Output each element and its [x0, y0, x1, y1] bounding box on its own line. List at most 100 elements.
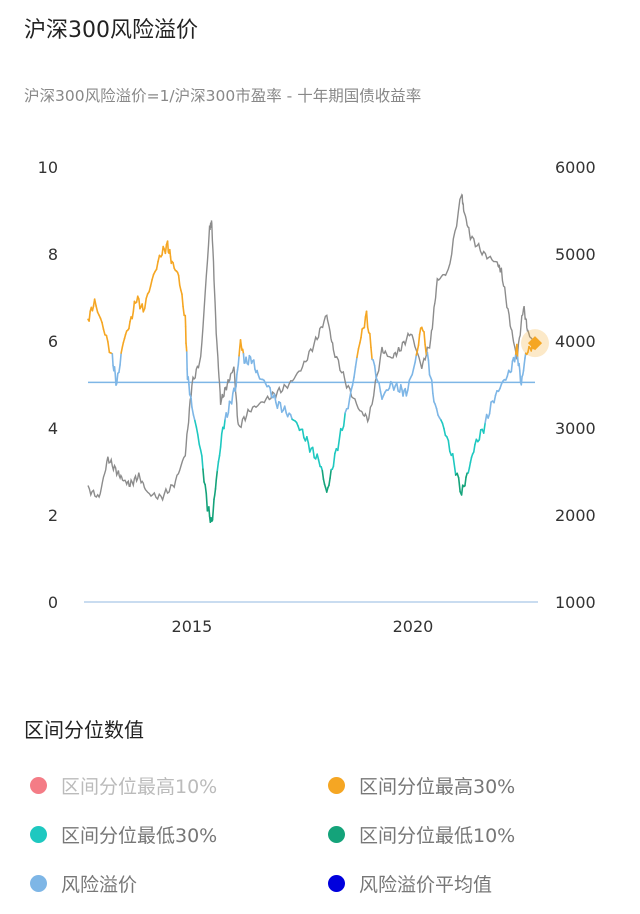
- high30-segment: [107, 341, 111, 354]
- low30-segment: [338, 427, 342, 441]
- low10-segment: [457, 477, 461, 493]
- risk-premium-segment: [247, 354, 251, 366]
- left-tick-label: 8: [48, 245, 58, 264]
- risk-premium-segment: [402, 389, 405, 397]
- left-tick-label: 10: [38, 158, 58, 177]
- low30-segment: [306, 435, 310, 444]
- high30-segment: [370, 346, 373, 361]
- high30-segment: [172, 262, 176, 270]
- risk-premium-segment: [113, 366, 117, 376]
- risk-premium-segment: [523, 357, 526, 365]
- low10-segment: [202, 468, 205, 483]
- high30-segment: [131, 310, 135, 320]
- high30-segment: [95, 305, 99, 313]
- high30-segment: [365, 310, 369, 328]
- legend-item[interactable]: 区间分位最低30%: [30, 821, 217, 848]
- risk-premium-segment: [190, 397, 193, 408]
- low30-segment: [220, 426, 224, 435]
- legend-dot-icon: [328, 875, 345, 892]
- low30-segment: [218, 445, 222, 457]
- low10-segment: [214, 479, 218, 490]
- high30-segment: [138, 298, 141, 310]
- low10-segment: [205, 492, 209, 512]
- high30-segment: [164, 243, 168, 255]
- low30-segment: [201, 455, 204, 470]
- last-point-marker[interactable]: [527, 336, 543, 351]
- right-tick-label: 4000: [555, 332, 596, 351]
- risk-premium-segment: [519, 369, 522, 384]
- risk-premium-segment: [494, 390, 498, 397]
- high30-segment: [143, 297, 148, 310]
- low30-segment: [482, 421, 486, 434]
- high30-segment: [93, 298, 97, 307]
- risk-premium-segment: [520, 375, 523, 386]
- risk-premium-segment: [114, 373, 117, 386]
- risk-premium-segment: [510, 360, 514, 373]
- risk-premium-segment: [245, 356, 248, 365]
- low30-segment: [472, 444, 476, 453]
- risk-premium-segment: [354, 356, 358, 368]
- legend-item[interactable]: 区间分位最低10%: [328, 821, 515, 848]
- low10-segment: [204, 484, 208, 495]
- legend-item[interactable]: 风险溢价平均值: [328, 870, 492, 897]
- legend-label: 风险溢价: [61, 874, 138, 896]
- risk-premium-segment: [235, 373, 238, 387]
- high30-segment: [369, 332, 372, 349]
- low10-segment: [321, 469, 325, 480]
- high30-segment: [151, 273, 155, 281]
- low30-segment: [337, 438, 341, 452]
- low30-segment: [316, 453, 320, 462]
- risk-premium-segment: [191, 406, 195, 416]
- low10-segment: [322, 478, 326, 486]
- legend-label: 区间分位最高10%: [61, 776, 218, 798]
- low30-segment: [441, 422, 445, 430]
- high30-segment: [360, 328, 363, 339]
- high30-segment: [366, 326, 370, 334]
- low10-segment: [211, 509, 215, 521]
- low30-segment: [467, 467, 471, 474]
- high30-segment: [178, 284, 182, 291]
- legend-item[interactable]: 区间分位最高30%: [328, 772, 515, 799]
- risk-premium-segment: [373, 364, 377, 379]
- low30-segment: [311, 446, 316, 459]
- high30-segment: [238, 346, 241, 357]
- risk-premium-segment: [412, 361, 416, 370]
- risk-premium-segment: [276, 401, 280, 409]
- legend-dot-icon: [328, 777, 345, 794]
- high30-segment: [132, 300, 136, 313]
- risk-premium-segment: [283, 405, 288, 414]
- risk-premium-segment: [372, 359, 376, 367]
- high30-segment: [357, 342, 361, 350]
- high30-segment: [424, 344, 428, 355]
- legend-item[interactable]: 区间分位最高10%: [30, 772, 217, 799]
- right-tick-label: 1000: [555, 593, 596, 612]
- risk-premium-segment: [253, 359, 256, 370]
- risk-premium-segment: [348, 389, 352, 400]
- legend-item[interactable]: 风险溢价: [30, 870, 137, 897]
- legend-dot-icon: [328, 826, 345, 843]
- high30-segment: [418, 327, 422, 336]
- low30-segment: [223, 418, 226, 430]
- high30-segment: [128, 320, 131, 330]
- low30-segment: [198, 443, 202, 452]
- risk-premium-chart[interactable]: 0 2 4 6 8 10 1000 2000 3000 4000 5000 6000 2015 2020: [0, 140, 640, 650]
- right-tick-label: 5000: [555, 245, 596, 264]
- low10-segment: [208, 506, 211, 518]
- high30-segment: [121, 341, 125, 349]
- left-tick-label: 4: [48, 419, 58, 438]
- low30-segment: [217, 454, 221, 463]
- risk-premium-segment: [435, 407, 439, 416]
- low30-segment: [451, 453, 456, 466]
- high30-segment: [423, 331, 426, 346]
- risk-premium-segment: [192, 414, 196, 422]
- legend-dot-icon: [30, 777, 47, 794]
- low30-segment: [453, 463, 457, 476]
- high30-segment: [105, 334, 109, 343]
- low10-segment: [213, 488, 217, 496]
- risk-premium-segment: [395, 382, 400, 393]
- low30-segment: [196, 433, 201, 446]
- low30-segment: [301, 428, 305, 439]
- low30-segment: [469, 456, 473, 464]
- low30-segment: [443, 427, 447, 437]
- high30-segment: [516, 343, 519, 359]
